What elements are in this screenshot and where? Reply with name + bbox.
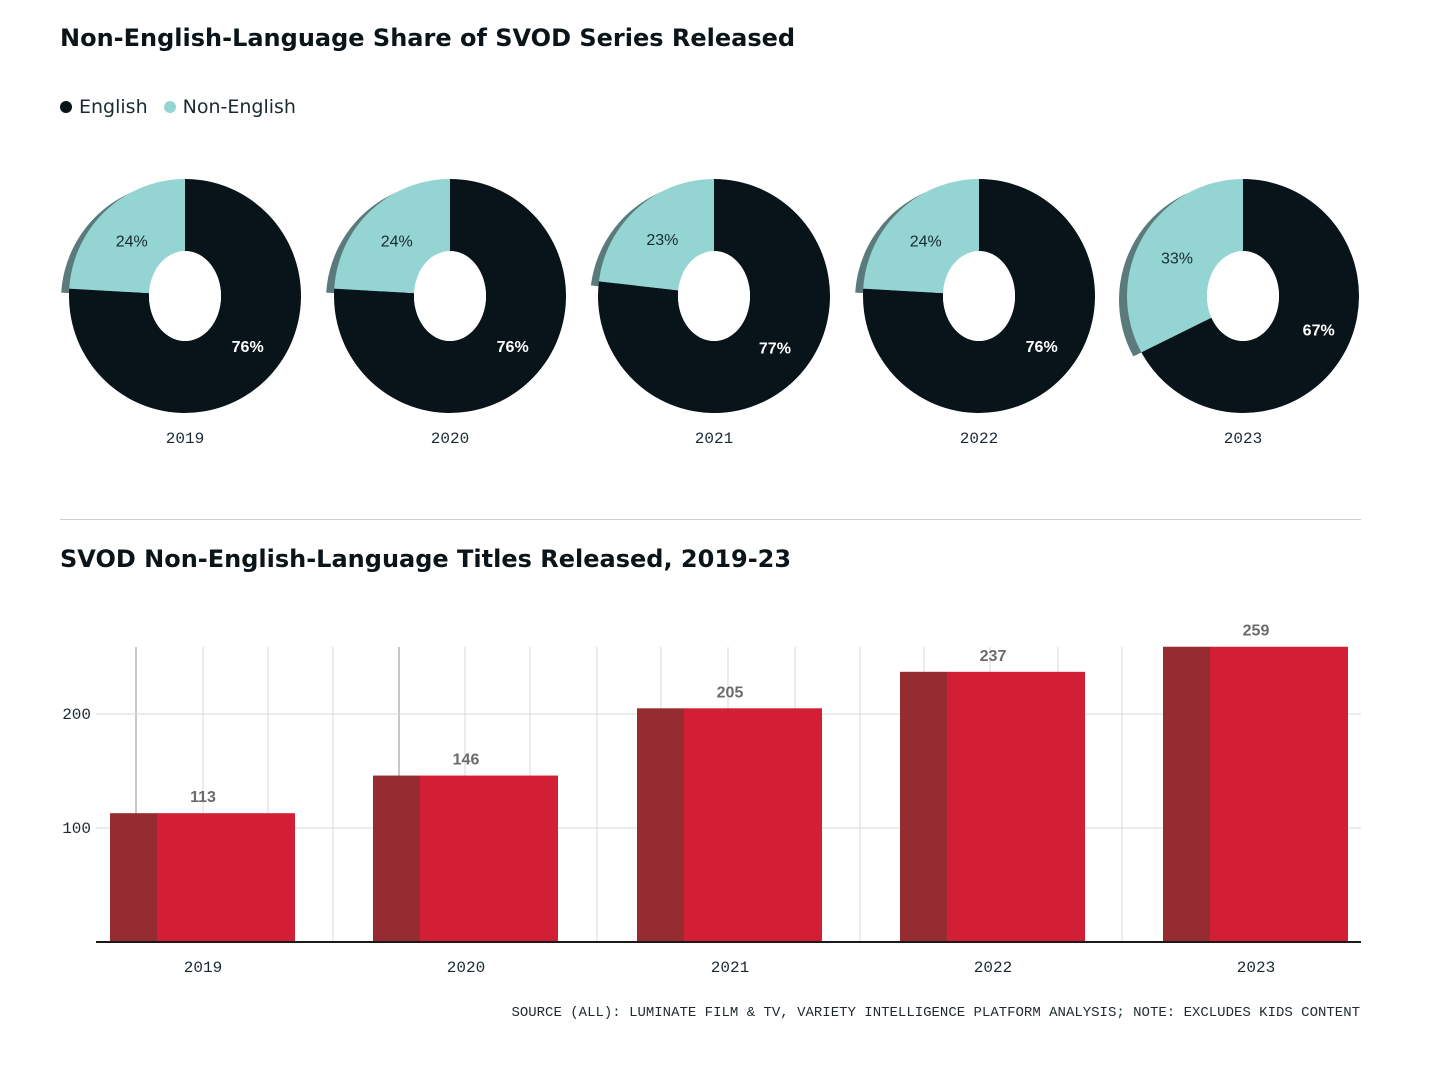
bar-front-2021 — [684, 708, 822, 942]
donut-legend: English Non-English — [60, 96, 312, 118]
bar-front-2020 — [420, 775, 558, 942]
bar-front-2023 — [1210, 646, 1348, 942]
x-tick-label-2023: 2023 — [1237, 959, 1275, 977]
donut-hole-2023 — [1207, 251, 1279, 341]
donut-label-english-2019: 76% — [232, 339, 264, 356]
donut-charts: 24% 76% 2019 24% 76% 2020 23% 77% 2021 24% 76% 2022… — [61, 179, 1359, 448]
legend-label-non-english: Non-English — [182, 96, 296, 118]
section-divider — [60, 519, 1361, 520]
x-tick-label-2019: 2019 — [184, 959, 222, 977]
donut-label-non-english-2021: 23% — [646, 232, 678, 249]
donut-slice-english-2020 — [334, 179, 567, 413]
bar-front-2022 — [947, 671, 1085, 942]
donut-hole-2020 — [414, 251, 486, 341]
bar-value-label-2021: 205 — [717, 684, 744, 701]
donut-2023: 33% 67% 2023 — [1119, 179, 1359, 448]
x-tick-label-2020: 2020 — [447, 959, 485, 977]
donut-year-label-2019: 2019 — [166, 430, 204, 448]
bar-value-label-2023: 259 — [1243, 623, 1270, 640]
donut-label-non-english-2020: 24% — [381, 234, 413, 251]
y-tick-label: 200 — [62, 706, 91, 724]
legend-item-non-english: Non-English — [163, 96, 296, 118]
y-tick-label: 100 — [62, 820, 91, 838]
bar-value-label-2019: 113 — [190, 789, 216, 806]
x-tick-label-2022: 2022 — [974, 959, 1012, 977]
donut-label-non-english-2023: 33% — [1161, 250, 1193, 267]
legend-label-english: English — [79, 96, 148, 118]
donut-label-non-english-2022: 24% — [910, 234, 942, 251]
donut-hole-2021 — [678, 251, 750, 341]
bar-value-label-2022: 237 — [980, 648, 1007, 665]
bar-2022: 237 2022 — [900, 648, 1085, 977]
donut-slice-english-2023 — [1141, 179, 1359, 414]
legend-item-english: English — [60, 96, 148, 118]
bar-value-label-2020: 146 — [453, 752, 480, 769]
donut-slice-non-english-2022 — [863, 179, 979, 294]
bar-2023: 259 2023 — [1163, 623, 1348, 977]
donut-label-english-2020: 76% — [497, 339, 529, 356]
donut-2021: 23% 77% 2021 — [590, 179, 830, 448]
bar-side-2022 — [900, 671, 947, 942]
bar-side-2019 — [110, 813, 157, 942]
donut-label-english-2023: 67% — [1303, 323, 1335, 340]
donut-2020: 24% 76% 2020 — [326, 179, 567, 448]
donut-slice-non-english-2021 — [598, 179, 714, 291]
donut-label-non-english-2019: 24% — [116, 234, 148, 251]
bar-side-2020 — [373, 775, 420, 942]
legend-swatch-english — [60, 101, 72, 113]
bar-chart-title: SVOD Non-English-Language Titles Release… — [60, 545, 792, 573]
x-tick-label-2021: 2021 — [711, 959, 749, 977]
bar-side-2021 — [637, 708, 684, 942]
donut-hole-2022 — [943, 251, 1015, 341]
donut-slice-english-2022 — [863, 179, 1095, 414]
donut-year-label-2022: 2022 — [960, 430, 998, 448]
bar-2020: 146 2020 — [373, 752, 558, 977]
donut-label-english-2021: 77% — [759, 341, 791, 358]
donut-chart-title: Non-English-Language Share of SVOD Serie… — [60, 24, 796, 52]
donut-slice-non-english-2019 — [69, 179, 185, 294]
legend-swatch-non-english — [163, 101, 176, 113]
donut-year-label-2021: 2021 — [695, 430, 733, 448]
donut-hole-2019 — [149, 251, 221, 341]
donut-slice-english-2021 — [598, 179, 830, 414]
donut-2019: 24% 76% 2019 — [61, 179, 301, 448]
donut-label-english-2022: 76% — [1026, 339, 1058, 356]
bar-side-2023 — [1163, 646, 1210, 942]
bar-chart: 100 200 113 2019 146 2020 205 2021 237 2022 259 202… — [62, 623, 1361, 977]
bar-2019: 113 2019 — [110, 789, 295, 977]
donut-year-label-2023: 2023 — [1224, 430, 1262, 448]
donut-slice-english-2019 — [68, 179, 301, 414]
bar-2021: 205 2021 — [637, 684, 822, 977]
source-note: SOURCE (ALL): LUMINATE FILM & TV, VARIET… — [511, 1005, 1360, 1021]
donut-slice-non-english-2020 — [334, 179, 450, 294]
donut-slice-non-english-2023 — [1127, 179, 1243, 353]
donut-2022: 24% 76% 2022 — [855, 179, 1095, 448]
donut-year-label-2020: 2020 — [431, 430, 469, 448]
bar-front-2019 — [157, 813, 295, 942]
